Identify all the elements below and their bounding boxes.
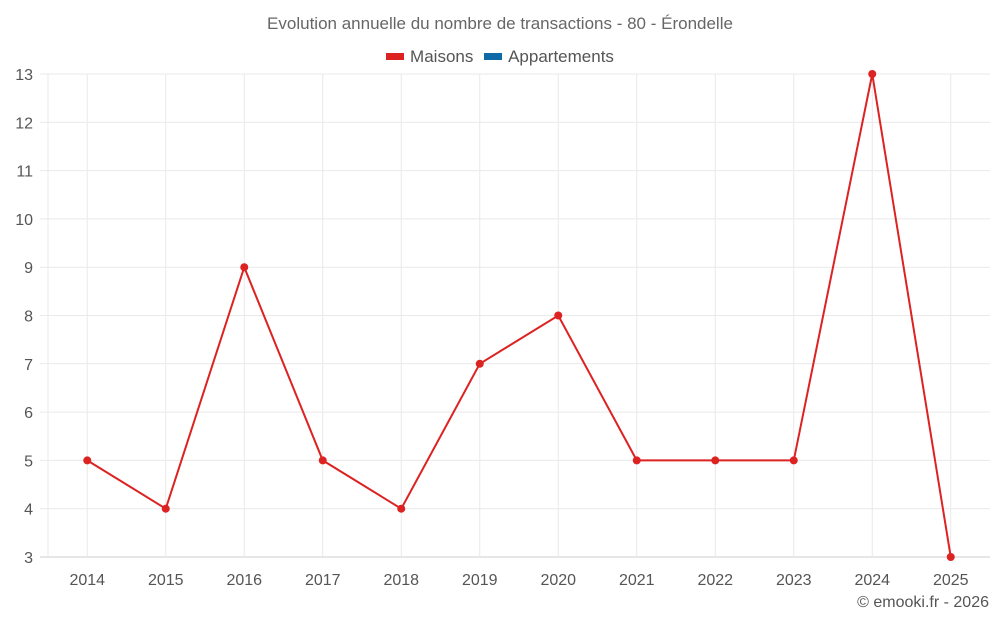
y-tick-label: 4 bbox=[24, 502, 33, 519]
data-point bbox=[397, 504, 406, 513]
series-line-maisons bbox=[86, 73, 952, 558]
y-tick-label: 3 bbox=[24, 550, 33, 567]
x-tick-label: 2014 bbox=[69, 572, 105, 589]
x-tick-label: 2025 bbox=[933, 572, 969, 589]
legend-swatch-appartements bbox=[484, 53, 503, 60]
data-point bbox=[868, 70, 877, 78]
y-tick-label: 6 bbox=[24, 405, 33, 422]
x-tick-label: 2021 bbox=[619, 572, 655, 589]
data-point bbox=[475, 359, 484, 368]
x-tick-label: 2024 bbox=[854, 572, 890, 589]
y-tick-label: 12 bbox=[15, 115, 33, 132]
y-tick-label: 13 bbox=[15, 67, 33, 84]
y-tick-label: 10 bbox=[15, 212, 33, 229]
x-tick-label: 2023 bbox=[776, 572, 812, 589]
y-tick-label: 11 bbox=[16, 164, 33, 181]
chart-title: Evolution annuelle du nombre de transact… bbox=[267, 14, 733, 33]
y-tick-label: 8 bbox=[24, 309, 33, 326]
x-tick-label: 2020 bbox=[540, 572, 576, 589]
legend-item-maisons[interactable]: Maisons bbox=[386, 47, 473, 67]
legend-swatch-maisons bbox=[386, 53, 405, 60]
data-point bbox=[240, 263, 249, 272]
data-point bbox=[83, 456, 92, 465]
legend-label: Maisons bbox=[410, 46, 474, 66]
data-point bbox=[554, 311, 563, 320]
credit: © emooki.fr - 2026 bbox=[857, 594, 989, 611]
x-tick-label: 2019 bbox=[462, 572, 498, 589]
y-tick-label: 7 bbox=[24, 357, 33, 374]
data-point bbox=[946, 553, 955, 561]
data-point bbox=[318, 456, 327, 465]
x-tick-label: 2017 bbox=[305, 572, 341, 589]
x-tick-label: 2022 bbox=[697, 572, 733, 589]
data-point bbox=[789, 456, 798, 465]
legend-item-appartements[interactable]: Appartements bbox=[484, 47, 614, 67]
x-tick-label: 2015 bbox=[148, 572, 184, 589]
data-point bbox=[711, 456, 720, 465]
data-point bbox=[632, 456, 641, 465]
x-tick-label: 2016 bbox=[226, 572, 262, 589]
data-point bbox=[161, 504, 170, 513]
legend-label: Appartements bbox=[508, 46, 614, 66]
legend: Maisons Appartements bbox=[0, 45, 1000, 67]
y-tick-label: 5 bbox=[24, 453, 33, 470]
y-tick-label: 9 bbox=[24, 260, 33, 277]
x-tick-label: 2018 bbox=[383, 572, 419, 589]
